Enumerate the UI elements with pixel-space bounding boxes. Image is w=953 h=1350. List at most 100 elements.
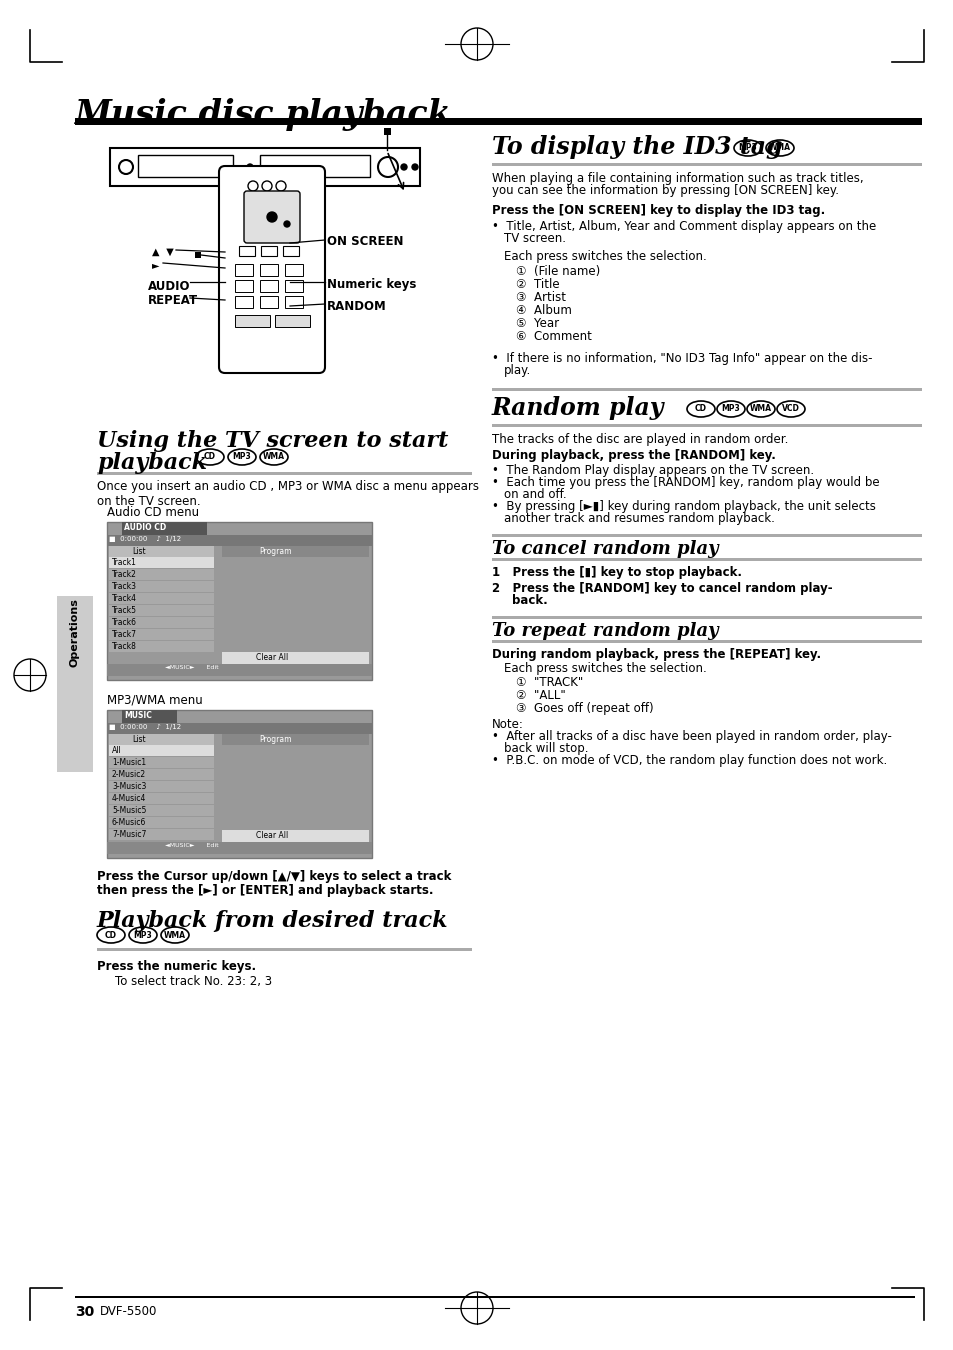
Bar	[194, 252, 201, 258]
Ellipse shape	[195, 450, 224, 464]
Text: VCD: VCD	[781, 405, 800, 413]
Text: WMA: WMA	[164, 930, 186, 940]
Text: Audio CD menu: Audio CD menu	[107, 506, 199, 518]
Text: WMA: WMA	[768, 143, 790, 153]
Bar	[222, 652, 369, 664]
Text: Numeric keys: Numeric keys	[327, 278, 416, 292]
Text: 1-Music1: 1-Music1	[112, 757, 146, 767]
Bar	[75, 1296, 914, 1297]
Text: Press the [ON SCREEN] key to display the ID3 tag.: Press the [ON SCREEN] key to display the…	[492, 204, 824, 217]
Bar	[222, 830, 369, 842]
Bar	[109, 629, 213, 640]
Bar	[122, 522, 207, 535]
Bar	[492, 616, 921, 620]
Text: Track8: Track8	[112, 643, 136, 651]
Text: Each press switches the selection.: Each press switches the selection.	[503, 662, 706, 675]
Bar	[109, 558, 213, 568]
Text: MP3: MP3	[720, 405, 740, 413]
Text: Using the TV screen to start: Using the TV screen to start	[97, 431, 448, 452]
Text: ①  "TRACK": ① "TRACK"	[516, 676, 582, 688]
Text: List: List	[132, 734, 146, 744]
Text: Track4: Track4	[112, 594, 137, 603]
Text: •  Title, Artist, Album, Year and Comment display appears on the: • Title, Artist, Album, Year and Comment…	[492, 220, 876, 234]
Bar	[109, 757, 213, 768]
Bar	[260, 265, 277, 275]
Text: ⑥  Comment: ⑥ Comment	[516, 329, 591, 343]
Bar	[109, 829, 213, 840]
Text: MUSIC: MUSIC	[124, 711, 152, 720]
Bar	[109, 805, 213, 815]
Text: 7-Music7: 7-Music7	[112, 830, 146, 838]
Text: Press the Cursor up/down [▲/▼] keys to select a track: Press the Cursor up/down [▲/▼] keys to s…	[97, 869, 451, 883]
Text: AUDIO: AUDIO	[148, 279, 191, 293]
Bar	[234, 265, 253, 275]
Text: TV screen.: TV screen.	[503, 232, 565, 244]
Ellipse shape	[717, 401, 744, 417]
Ellipse shape	[765, 140, 793, 157]
Text: When playing a file containing information such as track titles,: When playing a file containing informati…	[492, 171, 862, 185]
Text: ③  Artist: ③ Artist	[516, 292, 565, 304]
Text: then press the [►] or [ENTER] and playback starts.: then press the [►] or [ENTER] and playba…	[97, 884, 433, 896]
Text: RANDOM: RANDOM	[327, 300, 386, 313]
Text: All: All	[112, 747, 122, 755]
Bar	[109, 745, 213, 756]
Bar	[122, 710, 177, 724]
Bar	[138, 155, 233, 177]
Text: To select track No. 23: 2, 3: To select track No. 23: 2, 3	[115, 975, 272, 988]
Bar	[109, 792, 213, 805]
Ellipse shape	[746, 401, 774, 417]
Text: Track3: Track3	[112, 582, 137, 591]
Text: CD: CD	[204, 452, 215, 462]
Bar	[234, 315, 270, 327]
Ellipse shape	[686, 401, 714, 417]
Bar	[109, 580, 213, 593]
Text: WMA: WMA	[263, 452, 285, 462]
Bar	[234, 279, 253, 292]
Ellipse shape	[228, 450, 255, 464]
Text: Each press switches the selection.: Each press switches the selection.	[503, 250, 706, 263]
Text: During random playback, press the [REPEAT] key.: During random playback, press the [REPEA…	[492, 648, 821, 662]
Text: 3-Music3: 3-Music3	[112, 782, 146, 791]
Bar	[492, 558, 921, 562]
Bar	[109, 593, 213, 603]
Circle shape	[412, 163, 417, 170]
Text: ②  "ALL": ② "ALL"	[516, 688, 565, 702]
Bar	[261, 246, 276, 256]
Text: Once you insert an audio CD , MP3 or WMA disc a menu appears
on the TV screen.: Once you insert an audio CD , MP3 or WMA…	[97, 481, 478, 508]
Text: The tracks of the disc are played in random order.: The tracks of the disc are played in ran…	[492, 433, 787, 446]
Text: ④  Album: ④ Album	[516, 304, 571, 317]
Text: ■  0:00:00    ♪  1/12: ■ 0:00:00 ♪ 1/12	[109, 724, 181, 730]
Text: another track and resumes random playback.: another track and resumes random playbac…	[503, 512, 774, 525]
Ellipse shape	[97, 927, 125, 944]
Bar	[285, 279, 303, 292]
Bar	[109, 568, 213, 580]
Text: •  P.B.C. on mode of VCD, the random play function does not work.: • P.B.C. on mode of VCD, the random play…	[492, 755, 886, 767]
Bar	[283, 246, 298, 256]
Bar	[109, 617, 213, 628]
Bar	[384, 128, 391, 135]
Text: During playback, press the [RANDOM] key.: During playback, press the [RANDOM] key.	[492, 450, 775, 462]
Text: ■  0:00:00    ♪  1/12: ■ 0:00:00 ♪ 1/12	[109, 536, 181, 543]
Text: 30: 30	[75, 1305, 94, 1319]
Text: CD: CD	[695, 405, 706, 413]
Text: Operations: Operations	[70, 598, 80, 667]
Circle shape	[400, 163, 407, 170]
Text: ②  Title: ② Title	[516, 278, 559, 292]
Text: •  By pressing [►▮] key during random playback, the unit selects: • By pressing [►▮] key during random pla…	[492, 500, 875, 513]
Text: 4-Music4: 4-Music4	[112, 794, 146, 803]
Text: •  Each time you press the [RANDOM] key, random play would be: • Each time you press the [RANDOM] key, …	[492, 477, 879, 489]
Text: REPEAT: REPEAT	[148, 294, 198, 306]
Text: Program: Program	[258, 734, 292, 744]
Text: 2-Music2: 2-Music2	[112, 769, 146, 779]
Text: WMA: WMA	[749, 405, 771, 413]
Text: 6-Music6: 6-Music6	[112, 818, 146, 828]
Bar	[97, 948, 472, 950]
Text: DVF-5500: DVF-5500	[100, 1305, 157, 1318]
Bar	[75, 117, 914, 126]
Text: Press the numeric keys.: Press the numeric keys.	[97, 960, 255, 973]
Text: Clear All: Clear All	[255, 832, 288, 840]
Text: MP3: MP3	[133, 930, 152, 940]
Circle shape	[247, 163, 253, 170]
Text: AUDIO CD: AUDIO CD	[124, 522, 166, 532]
Text: MP3/WMA menu: MP3/WMA menu	[107, 694, 203, 707]
